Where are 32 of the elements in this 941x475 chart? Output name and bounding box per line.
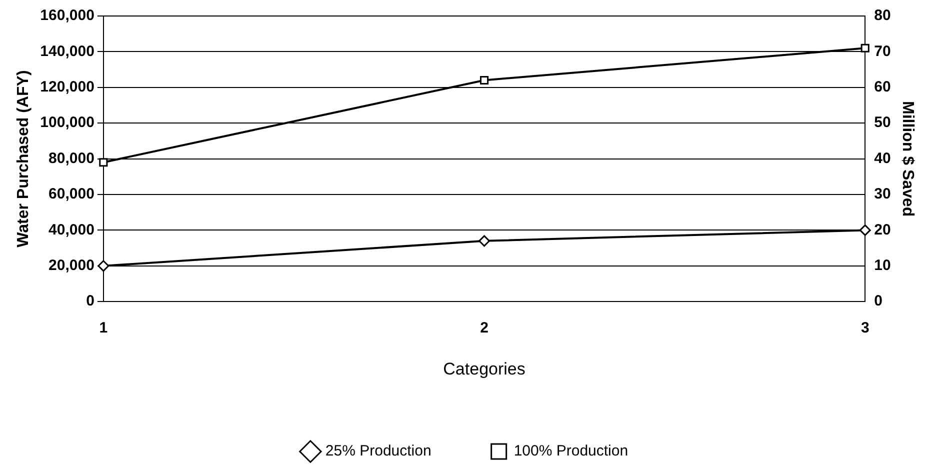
y-tick-label: 120,000: [40, 78, 94, 96]
y2-tick-label: 20: [874, 221, 891, 238]
y-tick-label: 160,000: [40, 7, 94, 24]
y2-tick-label: 60: [874, 78, 891, 96]
y2-tick-label: 80: [874, 7, 891, 24]
y2-tick-label: 0: [874, 292, 882, 310]
y-tick-label: 60,000: [48, 186, 94, 203]
y-tick-label: 80,000: [48, 150, 94, 167]
y-tick-label: 0: [86, 292, 94, 310]
point: [480, 76, 489, 85]
y2-tick-label: 40: [874, 150, 891, 167]
point: [859, 224, 871, 236]
y-axis-title: Water Purchased (AFY): [15, 70, 32, 248]
y2-tick-label: 50: [874, 114, 891, 132]
x-tick-label: 2: [480, 320, 488, 337]
y2-tick-label: 30: [874, 186, 891, 203]
y-tick-label: 40,000: [48, 221, 94, 238]
x-tick-label: 1: [99, 320, 108, 337]
x-tick-label: 3: [860, 320, 870, 337]
point: [478, 235, 490, 247]
x-axis-title: Categories: [443, 359, 526, 378]
y-tick-label: 100,000: [40, 114, 94, 132]
point: [860, 44, 870, 52]
y-tick-label: 140,000: [40, 42, 94, 60]
y2-tick-label: 70: [874, 42, 891, 60]
legend-label: 25% Production: [325, 442, 432, 460]
point: [99, 158, 108, 167]
point: [98, 260, 110, 272]
legend-label: 100% Production: [514, 442, 628, 460]
y2-axis-title: Million $ Saved: [898, 101, 916, 217]
y2-tick-label: 10: [874, 257, 891, 274]
y-tick-label: 20,000: [48, 257, 94, 274]
